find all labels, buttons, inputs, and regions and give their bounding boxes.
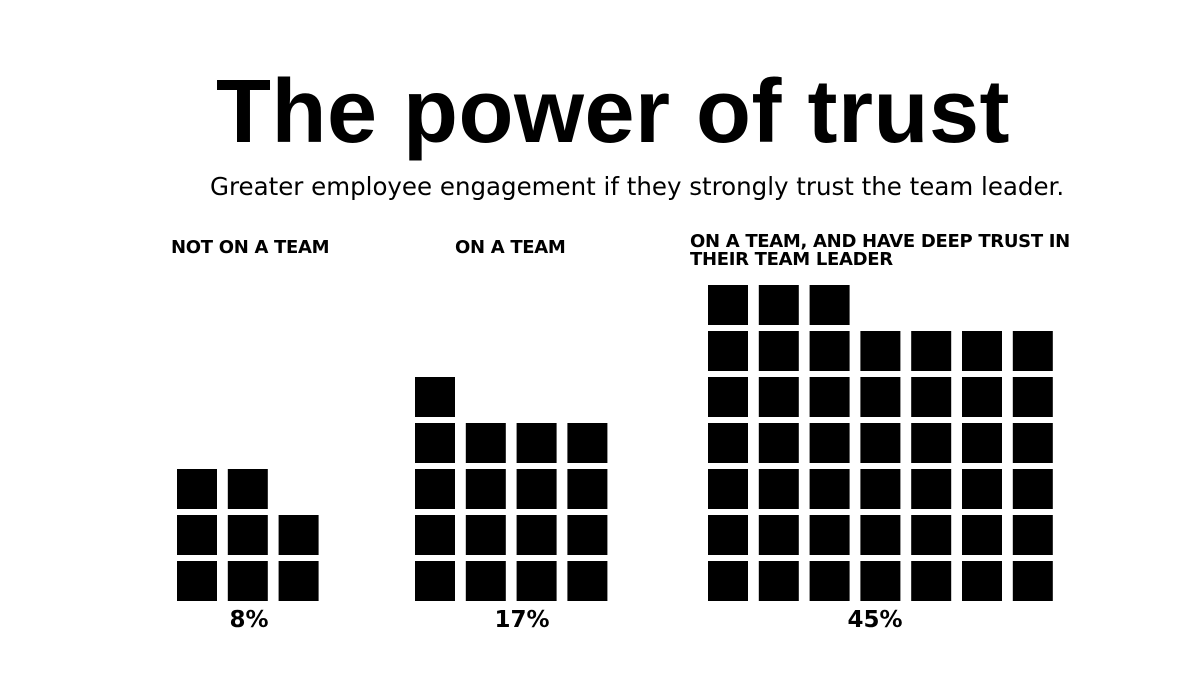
unit-square-trust-leader-15 xyxy=(758,469,799,509)
unit-square-trust-leader-11 xyxy=(911,515,952,555)
unit-square-trust-leader-40 xyxy=(962,331,1002,371)
unit-square-trust-leader-43 xyxy=(758,285,799,325)
unit-square-trust-leader-2 xyxy=(809,561,850,601)
bar-group-on-team xyxy=(415,377,608,601)
unit-square-trust-leader-10 xyxy=(860,515,901,555)
value-label-trust-leader: 45% xyxy=(847,607,903,633)
unit-square-trust-leader-18 xyxy=(911,469,952,509)
unit-square-not-on-team-0 xyxy=(177,561,217,601)
unit-square-not-on-team-4 xyxy=(227,515,268,555)
unit-square-trust-leader-30 xyxy=(809,377,850,417)
category-label-not-on-team: NOT ON A TEAM xyxy=(171,237,330,258)
unit-square-trust-leader-39 xyxy=(911,331,952,371)
unit-square-trust-leader-42 xyxy=(708,285,748,325)
unit-square-trust-leader-38 xyxy=(860,331,901,371)
unit-square-not-on-team-5 xyxy=(278,515,319,555)
unit-square-trust-leader-27 xyxy=(1012,423,1053,463)
unit-square-trust-leader-1 xyxy=(758,561,799,601)
unit-square-trust-leader-29 xyxy=(758,377,799,417)
unit-square-trust-leader-37 xyxy=(809,331,850,371)
unit-square-on-team-10 xyxy=(516,469,557,509)
unit-square-trust-leader-14 xyxy=(708,469,748,509)
unit-square-trust-leader-23 xyxy=(809,423,850,463)
unit-square-trust-leader-9 xyxy=(809,515,850,555)
unit-square-on-team-4 xyxy=(415,515,455,555)
unit-square-trust-leader-31 xyxy=(860,377,901,417)
unit-square-not-on-team-6 xyxy=(177,469,217,509)
unit-square-trust-leader-5 xyxy=(962,561,1002,601)
unit-square-trust-leader-32 xyxy=(911,377,952,417)
unit-square-trust-leader-4 xyxy=(911,561,952,601)
unit-square-on-team-6 xyxy=(516,515,557,555)
unit-square-trust-leader-26 xyxy=(962,423,1002,463)
value-label-not-on-team: 8% xyxy=(229,607,269,633)
unit-square-not-on-team-7 xyxy=(227,469,268,509)
unit-square-on-team-7 xyxy=(567,515,608,555)
unit-square-trust-leader-12 xyxy=(962,515,1002,555)
unit-square-trust-leader-20 xyxy=(1012,469,1053,509)
unit-square-trust-leader-41 xyxy=(1012,331,1053,371)
unit-square-trust-leader-17 xyxy=(860,469,901,509)
unit-square-trust-leader-33 xyxy=(962,377,1002,417)
unit-square-trust-leader-21 xyxy=(708,423,748,463)
unit-square-trust-leader-7 xyxy=(708,515,748,555)
unit-square-on-team-9 xyxy=(465,469,506,509)
unit-square-trust-leader-13 xyxy=(1012,515,1053,555)
unit-square-trust-leader-34 xyxy=(1012,377,1053,417)
unit-square-on-team-16 xyxy=(415,377,455,417)
unit-square-trust-leader-19 xyxy=(962,469,1002,509)
unit-square-on-team-14 xyxy=(516,423,557,463)
unit-square-not-on-team-3 xyxy=(177,515,217,555)
unit-square-trust-leader-28 xyxy=(708,377,748,417)
unit-square-on-team-11 xyxy=(567,469,608,509)
unit-square-trust-leader-3 xyxy=(860,561,901,601)
bar-group-trust-leader xyxy=(708,285,1053,601)
unit-square-on-team-2 xyxy=(516,561,557,601)
unit-square-on-team-1 xyxy=(465,561,506,601)
unit-square-trust-leader-16 xyxy=(809,469,850,509)
unit-square-trust-leader-24 xyxy=(860,423,901,463)
unit-square-on-team-12 xyxy=(415,423,455,463)
page-subtitle: Greater employee engagement if they stro… xyxy=(210,172,1065,201)
unit-square-not-on-team-2 xyxy=(278,561,319,601)
unit-square-on-team-3 xyxy=(567,561,608,601)
unit-square-on-team-8 xyxy=(415,469,455,509)
unit-square-on-team-15 xyxy=(567,423,608,463)
bar-group-not-on-team xyxy=(177,469,319,601)
unit-square-on-team-5 xyxy=(465,515,506,555)
unit-square-trust-leader-25 xyxy=(911,423,952,463)
unit-square-trust-leader-6 xyxy=(1012,561,1053,601)
category-label-trust-leader: ON A TEAM, AND HAVE DEEP TRUST IN THEIR … xyxy=(690,231,1070,270)
unit-square-on-team-13 xyxy=(465,423,506,463)
page-title: The power of trust xyxy=(216,62,1010,162)
unit-square-trust-leader-36 xyxy=(758,331,799,371)
unit-square-trust-leader-44 xyxy=(809,285,850,325)
unit-square-trust-leader-8 xyxy=(758,515,799,555)
unit-square-trust-leader-22 xyxy=(758,423,799,463)
category-label-on-team: ON A TEAM xyxy=(455,237,566,258)
unit-square-trust-leader-35 xyxy=(708,331,748,371)
unit-square-not-on-team-1 xyxy=(227,561,268,601)
value-label-on-team: 17% xyxy=(494,607,550,633)
unit-square-on-team-0 xyxy=(415,561,455,601)
unit-square-trust-leader-0 xyxy=(708,561,748,601)
